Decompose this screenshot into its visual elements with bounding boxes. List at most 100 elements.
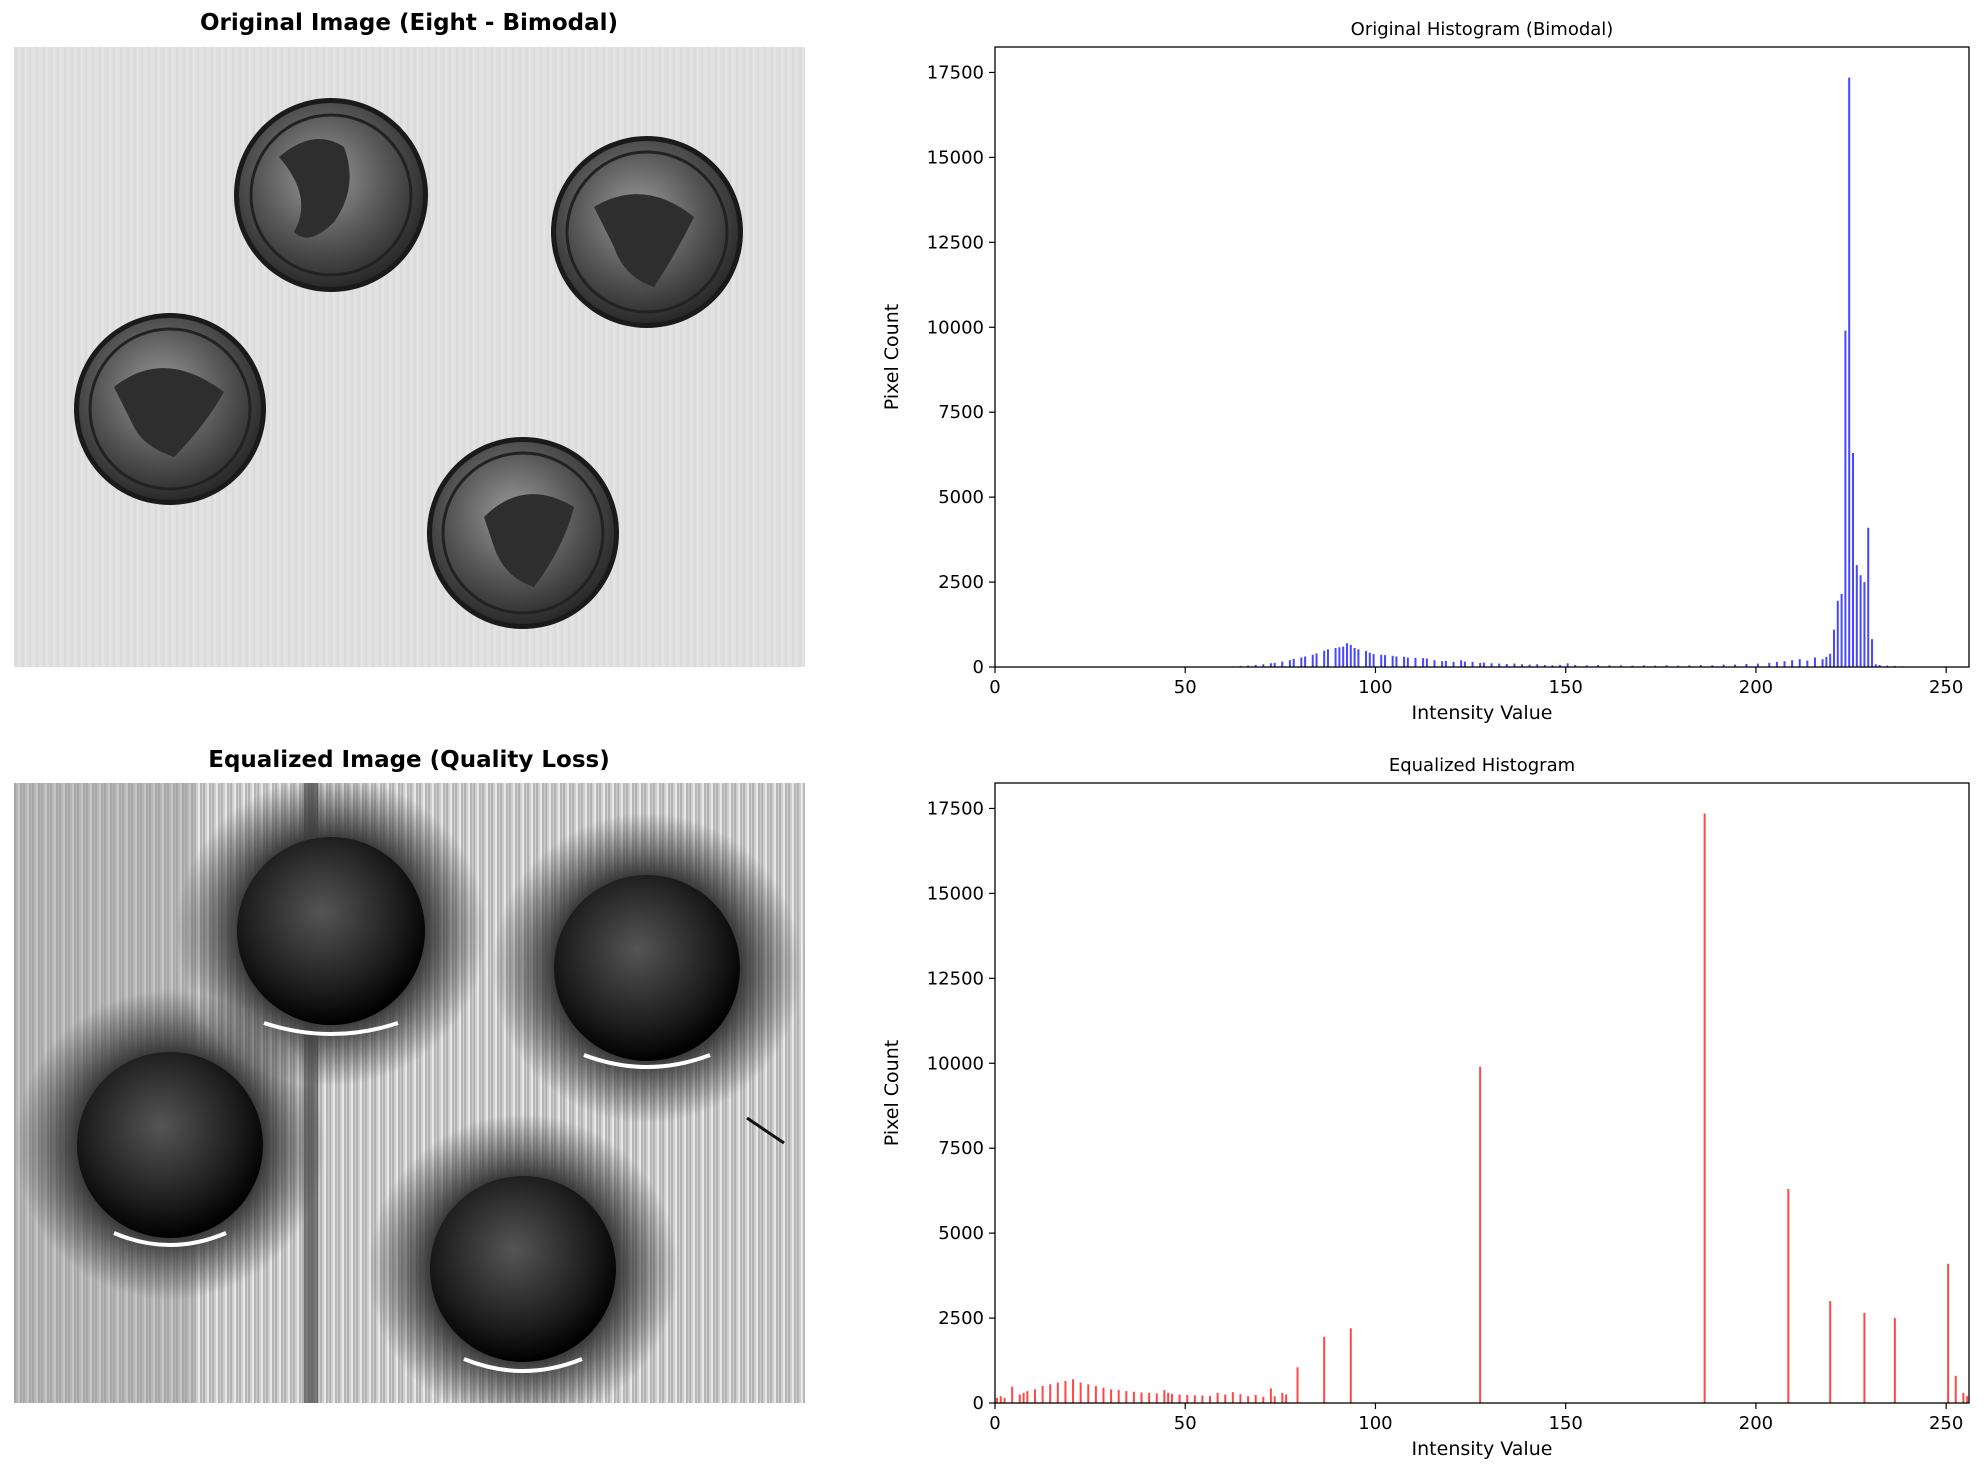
histogram-bar: [1665, 665, 1668, 667]
histogram-bar: [1528, 664, 1531, 667]
histogram-bar: [1254, 1394, 1257, 1403]
histogram-bar: [1703, 813, 1706, 1403]
y-tick-label: 2500: [938, 572, 984, 593]
y-tick-label: 0: [973, 657, 984, 678]
histogram-bar: [1441, 661, 1444, 667]
histogram-bar: [1338, 647, 1341, 667]
histogram-bar: [1186, 1394, 1189, 1403]
x-tick-label: 200: [1739, 1413, 1773, 1434]
x-axis-label: Intensity Value: [1412, 1438, 1553, 1460]
y-tick-label: 12500: [927, 232, 984, 253]
y-tick-label: 10000: [927, 317, 984, 338]
histogram-bar: [1806, 660, 1809, 667]
histogram-bar: [1262, 1396, 1265, 1403]
histogram-bar: [1087, 1384, 1090, 1403]
histogram-bar: [1345, 643, 1348, 667]
histogram-bar: [1049, 1384, 1052, 1403]
histogram-bar: [1813, 657, 1816, 667]
histogram-bar: [1368, 652, 1371, 667]
histogram-bar: [1285, 1394, 1288, 1403]
histogram-bar: [1357, 649, 1360, 667]
x-tick-label: 0: [989, 1413, 1000, 1434]
histogram-bar: [1848, 77, 1851, 668]
histogram-bar: [1304, 656, 1307, 667]
histogram-bar: [1064, 1380, 1067, 1403]
histogram-bar: [1224, 1394, 1227, 1403]
histogram-bar: [1349, 1328, 1352, 1403]
coin-middle-left: [74, 313, 266, 505]
histogram-bar: [1840, 593, 1843, 667]
histogram-bar: [1597, 664, 1600, 667]
histogram-bar: [1102, 1387, 1105, 1403]
histogram-bar: [1863, 1312, 1866, 1403]
histogram-bar: [1513, 663, 1516, 667]
histogram-bar: [1829, 1301, 1832, 1403]
histogram-bar: [1482, 662, 1485, 667]
histogram-bar: [1490, 663, 1493, 667]
y-tick-label: 2500: [938, 1308, 984, 1329]
plot-frame: [994, 46, 1970, 668]
y-tick-label: 15000: [927, 883, 984, 904]
histogram-bar: [1863, 582, 1866, 667]
histogram-bar: [1132, 1391, 1135, 1403]
histogram-bar: [1829, 653, 1832, 667]
histogram-bar: [1022, 1392, 1025, 1403]
x-tick-label: 150: [1549, 677, 1583, 698]
histogram-bar: [1608, 665, 1611, 667]
histogram-bar: [1775, 661, 1778, 667]
x-tick-label: 150: [1549, 1413, 1583, 1434]
histogram-bar: [1342, 646, 1345, 667]
histogram-bar: [1026, 1391, 1029, 1403]
histogram-bar: [1543, 664, 1546, 667]
histogram-bar: [1167, 1392, 1170, 1403]
histogram-bar: [1855, 565, 1858, 667]
histogram-bar: [1365, 651, 1368, 667]
y-tick-label: 5000: [938, 487, 984, 508]
histogram-bar: [1585, 665, 1588, 667]
histogram-bar: [1460, 660, 1463, 667]
histogram-bar: [1962, 1392, 1965, 1403]
histogram-bar: [1288, 660, 1291, 667]
histogram-bar: [1878, 664, 1881, 667]
histogram-bar: [1433, 660, 1436, 667]
histogram-bar: [1353, 647, 1356, 667]
histogram-bar: [1498, 663, 1501, 667]
histogram-bar: [1893, 1318, 1896, 1403]
histogram-bar: [1281, 661, 1284, 667]
histogram-bar: [1254, 664, 1257, 667]
histogram-bar: [1117, 1390, 1120, 1403]
histogram-bar: [1821, 659, 1824, 667]
y-tick-label: 17500: [927, 62, 984, 83]
histogram-bar: [1551, 665, 1554, 667]
histogram-bar: [1787, 1188, 1790, 1403]
x-tick-label: 50: [1174, 1413, 1197, 1434]
histogram-bar: [1201, 1395, 1204, 1403]
histogram-bar: [1311, 654, 1314, 667]
histogram-bar: [1859, 575, 1862, 667]
histogram-bar: [1372, 654, 1375, 667]
histogram-bar: [1642, 665, 1645, 667]
histogram-bar: [1323, 1336, 1326, 1403]
y-tick-label: 10000: [927, 1053, 984, 1074]
histogram-bar: [1079, 1382, 1082, 1403]
y-axis-label: Pixel Count: [881, 1040, 903, 1146]
histogram-bar: [1033, 1389, 1036, 1403]
histogram-bar: [1452, 661, 1455, 667]
coin-top-right: [551, 136, 743, 328]
histogram-bar: [1281, 1392, 1284, 1403]
y-tick-label: 0: [973, 1393, 984, 1414]
histogram-bar: [1041, 1386, 1044, 1403]
histogram-bar: [1391, 655, 1394, 667]
histogram-bar: [1349, 644, 1352, 667]
histogram-bar: [1874, 664, 1877, 667]
x-tick-label: 100: [1358, 677, 1392, 698]
histogram-bar: [1380, 654, 1383, 667]
original-image-title: Original Image (Eight - Bimodal): [199, 10, 619, 36]
histogram-bar: [1209, 1395, 1212, 1403]
x-tick-label: 250: [1929, 1413, 1963, 1434]
histogram-bar: [1384, 655, 1387, 667]
chart-title: Equalized Histogram: [1389, 755, 1575, 776]
histogram-bar: [999, 1396, 1002, 1403]
histogram-bar: [1239, 1394, 1242, 1403]
